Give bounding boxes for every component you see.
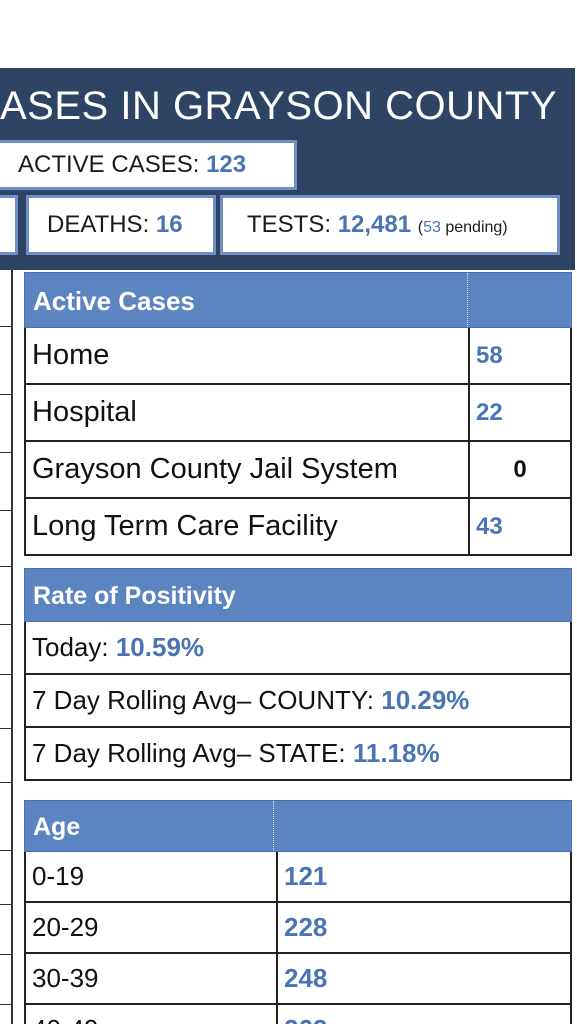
row-label: Long Term Care Facility <box>32 510 338 542</box>
active-cases-table: Active Cases Home 58 Hospital 22 Grayson… <box>24 272 572 556</box>
row-label: 7 Day Rolling Avg– COUNTY: <box>32 685 374 715</box>
row-value: 58 <box>468 328 570 383</box>
header-divider <box>273 801 274 851</box>
row-value: 0 <box>468 442 570 497</box>
left-table-edge <box>0 270 13 1024</box>
row-label: Hospital <box>32 396 137 428</box>
left-row-line <box>0 566 11 567</box>
table-row: Today: 10.59% <box>24 622 572 675</box>
positivity-header: Rate of Positivity <box>24 568 572 622</box>
table-row: 7 Day Rolling Avg– COUNTY: 10.29% <box>24 675 572 728</box>
active-cases-label: ACTIVE CASES: <box>18 151 200 178</box>
table-row: 0-19 121 <box>24 852 572 903</box>
age-table: Age 0-19 121 20-29 228 30-39 248 40-49 2… <box>24 800 572 1024</box>
positivity-row: 7 Day Rolling Avg– COUNTY: 10.29% <box>26 675 570 726</box>
table-row: 40-49 262 <box>24 1005 572 1024</box>
row-label: Today: <box>32 632 109 662</box>
age-header: Age <box>24 800 572 852</box>
deaths-label: DEATHS: <box>47 211 150 238</box>
row-value: 262 <box>276 1005 570 1024</box>
row-label: 7 Day Rolling Avg– STATE: <box>32 738 346 768</box>
row-value: 10.59% <box>115 632 205 662</box>
row-value: 10.29% <box>381 685 470 715</box>
row-label: 20-29 <box>32 912 99 942</box>
left-row-line <box>0 394 11 395</box>
active-cases-header: Active Cases <box>24 272 572 328</box>
deaths-value: 16 <box>155 211 183 238</box>
left-row-line <box>0 624 11 625</box>
left-row-line <box>0 326 11 327</box>
row-value: 121 <box>276 852 570 901</box>
tests-pending: (53 pending) <box>418 219 508 236</box>
deaths-box: DEATHS: 16 <box>26 195 216 255</box>
cut-off-box <box>0 195 18 255</box>
row-value: 228 <box>276 903 570 952</box>
table-row: Hospital 22 <box>24 385 572 442</box>
row-label: Grayson County Jail System <box>32 453 398 485</box>
left-row-line <box>0 510 11 511</box>
left-row-line <box>0 452 11 453</box>
row-label: 0-19 <box>32 861 85 891</box>
table-row: 30-39 248 <box>24 954 572 1005</box>
left-row-line <box>0 782 11 783</box>
left-row-line <box>0 904 11 905</box>
row-value: 43 <box>468 499 570 554</box>
tests-value: 12,481 <box>337 211 412 238</box>
tests-box: TESTS: 12,481 (53 pending) <box>220 195 560 255</box>
left-row-line <box>0 674 11 675</box>
age-title: Age <box>33 813 81 841</box>
pending-count: 53 <box>423 219 441 236</box>
active-cases-value: 123 <box>206 151 247 178</box>
page-title: ASES IN GRAYSON COUNTY <box>0 84 558 128</box>
row-label: Home <box>32 339 110 371</box>
positivity-row: Today: 10.59% <box>26 622 570 673</box>
table-row: 20-29 228 <box>24 903 572 954</box>
positivity-title: Rate of Positivity <box>33 582 236 610</box>
left-row-line <box>0 1004 11 1005</box>
left-row-line <box>0 850 11 851</box>
pending-open: ( <box>417 219 424 236</box>
left-row-line <box>0 954 11 955</box>
row-value: 248 <box>276 954 570 1003</box>
table-row: Home 58 <box>24 328 572 385</box>
positivity-row: 7 Day Rolling Avg– STATE: 11.18% <box>26 728 570 779</box>
active-cases-box: ACTIVE CASES: 123 <box>0 140 297 190</box>
active-cases-title: Active Cases <box>33 286 195 316</box>
row-label: 40-49 <box>26 1005 276 1024</box>
positivity-table: Rate of Positivity Today: 10.59% 7 Day R… <box>24 568 572 781</box>
table-row: Grayson County Jail System 0 <box>24 442 572 499</box>
header-divider <box>467 273 468 327</box>
pending-label: pending) <box>445 219 508 236</box>
row-label: 30-39 <box>32 963 99 993</box>
left-row-line <box>0 728 11 729</box>
row-value: 22 <box>468 385 570 440</box>
table-row: 7 Day Rolling Avg– STATE: 11.18% <box>24 728 572 781</box>
tests-label: TESTS: <box>247 211 332 238</box>
table-row: Long Term Care Facility 43 <box>24 499 572 556</box>
row-value: 11.18% <box>352 738 440 768</box>
